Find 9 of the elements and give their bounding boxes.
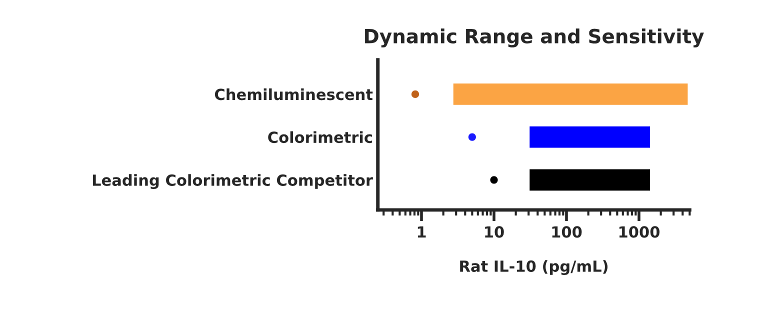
chart-title: Dynamic Range and Sensitivity (365, 28, 704, 48)
y-tick-label: Colorimetric (268, 131, 372, 144)
y-tick-label: Leading Colorimetric Competitor (92, 174, 373, 190)
x-tick-label: 1000 (619, 226, 660, 238)
x-tick-label: 10 (485, 226, 504, 238)
x-axis-title: Rat IL-10 (pg/mL) (460, 260, 608, 276)
x-tick-label: 1 (418, 226, 426, 238)
x-tick-label: 100 (552, 226, 582, 238)
y-tick-label: Chemiluminescent (214, 88, 373, 100)
